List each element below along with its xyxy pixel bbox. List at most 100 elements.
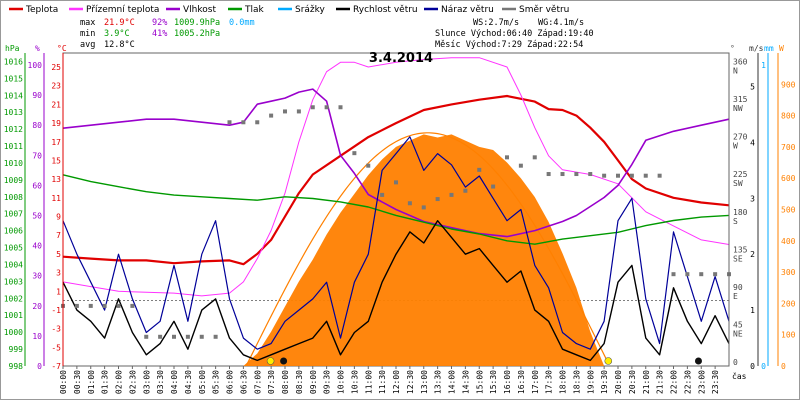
legend-label: Náraz větru — [441, 5, 494, 15]
tick-c: -1 — [51, 306, 61, 315]
wind-direction-point — [144, 334, 149, 339]
wind-direction-point — [158, 334, 163, 339]
wind-direction-point — [602, 173, 607, 178]
axis-pct-title: % — [35, 44, 40, 53]
wind-direction-point — [449, 192, 454, 197]
sun-marker — [266, 357, 275, 365]
tick-hpa: 1001 — [4, 311, 23, 320]
wind-direction-point — [283, 109, 287, 114]
wind-direction-point — [88, 303, 93, 308]
wind-direction-point — [699, 272, 704, 277]
tick-x: 02:00 — [115, 370, 124, 394]
tick-x: 22:00 — [670, 370, 679, 394]
tick-dir: 225 — [733, 170, 748, 179]
wind-direction-point — [713, 272, 718, 277]
axis-dir-title: ° — [730, 44, 735, 53]
tick-dir-label: NW — [733, 104, 743, 113]
tick-pct: 100 — [28, 61, 43, 70]
wind-direction-point — [685, 272, 690, 277]
wind-direction-point — [588, 172, 593, 177]
wind-direction-point — [532, 155, 537, 160]
wind-direction-point — [629, 173, 634, 178]
tick-c: 9 — [56, 213, 61, 222]
tick-x: 19:00 — [586, 370, 595, 394]
tick-pct: 90 — [32, 91, 42, 100]
wind-direction-point — [227, 120, 232, 125]
tick-x: 08:30 — [295, 370, 304, 394]
wind-direction-point — [213, 334, 218, 339]
wind-direction-point — [407, 201, 412, 206]
tick-w: 700 — [781, 143, 796, 152]
tick-hpa: 1006 — [4, 227, 23, 236]
tick-hpa: 1012 — [4, 125, 23, 134]
tick-hpa: 1015 — [4, 74, 23, 83]
legend-label: Rychlost větru — [353, 5, 418, 15]
tick-hpa: 1004 — [4, 260, 23, 269]
tick-pct: 30 — [32, 272, 42, 281]
tick-w: 100 — [781, 331, 796, 340]
tick-c: -7 — [51, 362, 61, 371]
wind-direction-point — [616, 173, 620, 178]
wind-direction-point — [574, 172, 579, 177]
wind-direction-point — [269, 113, 274, 118]
wind-direction-point — [352, 151, 357, 156]
tick-dir: 315 — [733, 95, 748, 104]
tick-dir-label: E — [733, 292, 738, 301]
tick-x: 09:30 — [323, 370, 332, 394]
tick-x: 20:00 — [614, 370, 623, 394]
tick-mm: 0 — [761, 362, 766, 371]
tick-c: 25 — [51, 63, 61, 72]
series-line — [62, 94, 730, 266]
stats-value: 92% — [152, 18, 167, 28]
tick-c: -5 — [51, 343, 61, 352]
series-lines — [62, 57, 730, 362]
tick-pct: 50 — [32, 212, 42, 221]
series-line — [62, 57, 730, 297]
tick-x: 03:00 — [142, 370, 151, 394]
tick-x: 07:00 — [253, 370, 262, 394]
tick-dir: 270 — [733, 133, 748, 142]
tick-x: 07:30 — [267, 370, 276, 394]
tick-w: 900 — [781, 80, 796, 89]
tick-dir: 90 — [733, 283, 743, 292]
tick-x: 23:30 — [711, 370, 720, 394]
tick-x: 11:00 — [364, 370, 373, 394]
tick-dir: 180 — [733, 208, 748, 217]
tick-ms: 0 — [750, 362, 755, 371]
tick-dir: 0 — [733, 358, 738, 367]
moon-marker — [280, 357, 288, 365]
tick-x: 16:00 — [503, 370, 512, 394]
tick-x: 13:00 — [420, 370, 429, 394]
tick-dir: 360 — [733, 58, 748, 67]
stats-row-label: avg — [80, 40, 95, 50]
moon-marker — [694, 357, 702, 365]
tick-x: 00:00 — [59, 370, 68, 394]
tick-x: 14:00 — [448, 370, 457, 394]
axis-c-title: °C — [57, 44, 67, 53]
tick-w: 800 — [781, 112, 796, 121]
tick-x: 05:00 — [198, 370, 207, 394]
stats-value: 41% — [152, 29, 167, 39]
tick-x: 16:30 — [517, 370, 526, 394]
tick-hpa: 1014 — [4, 91, 23, 100]
wind-direction-point — [671, 272, 676, 277]
tick-x: 09:00 — [309, 370, 318, 394]
tick-mm: 1 — [761, 61, 766, 70]
tick-x: 10:00 — [337, 370, 346, 394]
tick-ms: 1 — [750, 306, 755, 315]
tick-pct: 80 — [32, 121, 42, 130]
tick-pct: 70 — [32, 151, 42, 160]
stats-panel: max 21.9°C 92% 1009.9hPa 0.0mm min 3.9°C 41% 100… — [80, 18, 594, 50]
tick-hpa: 1000 — [4, 328, 23, 337]
legend-label: Vlhkost — [183, 5, 216, 15]
tick-x: 05:30 — [212, 370, 221, 394]
tick-c: 17 — [51, 138, 61, 147]
wind-direction-point — [394, 180, 398, 185]
wind-direction-point — [435, 197, 440, 202]
tick-c: 19 — [51, 119, 61, 128]
stats-row-label: max — [80, 18, 95, 28]
tick-hpa: 1010 — [4, 159, 23, 168]
tick-c: 13 — [51, 175, 61, 184]
